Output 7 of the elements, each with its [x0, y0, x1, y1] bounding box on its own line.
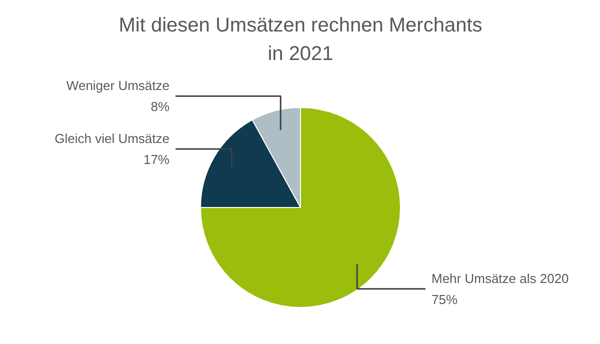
- data-label: 75%: [432, 292, 458, 307]
- slice-label: Weniger Umsätze: [66, 78, 170, 94]
- data-label: 17%: [143, 152, 170, 167]
- slice-label: Mehr Umsätze als 2020: [432, 270, 569, 286]
- data-label: 8%: [150, 99, 170, 114]
- chart-title: Mit diesen Umsätzen rechnen Merchants in 2021: [118, 14, 482, 66]
- slice-label: Gleich viel Umsätze: [54, 130, 170, 146]
